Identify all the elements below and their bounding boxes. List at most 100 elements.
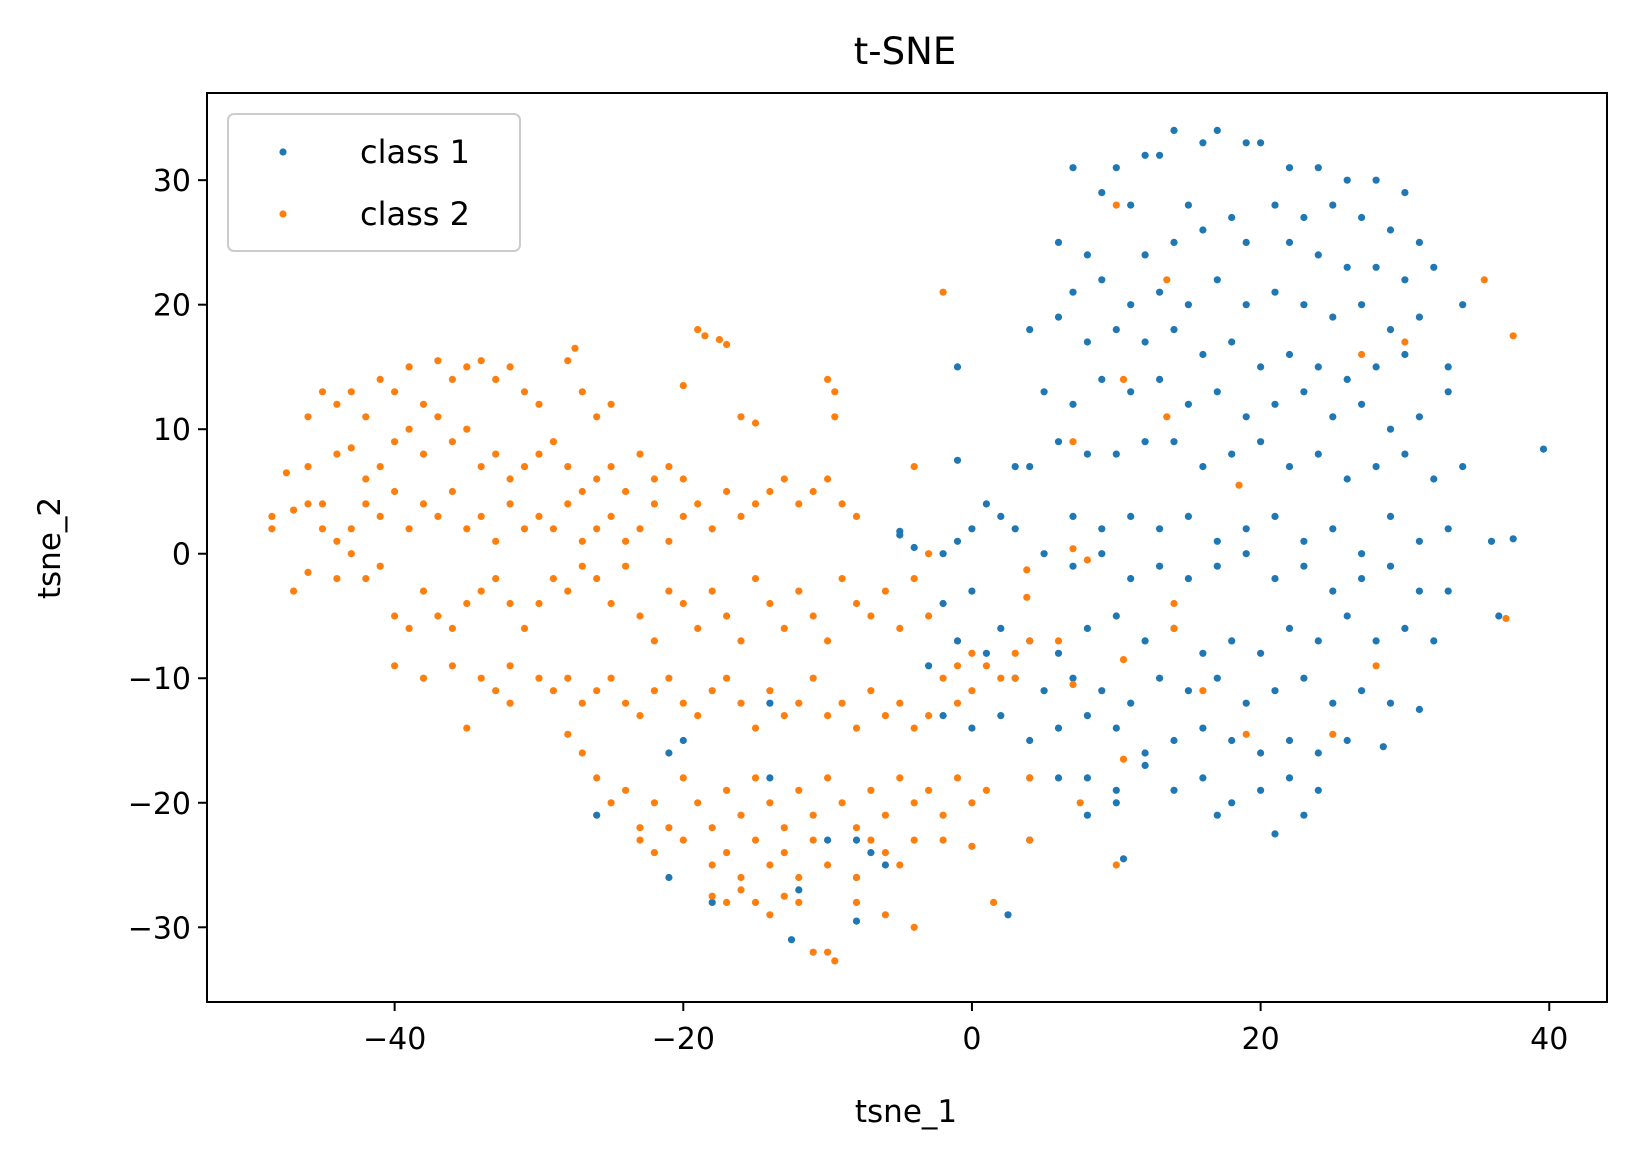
point-class-1-22: [1386, 226, 1395, 234]
point-class-2-106: [506, 599, 514, 608]
point-class-2-210: [679, 836, 687, 844]
point-class-1-84: [1083, 450, 1091, 458]
point-class-1-173: [1358, 687, 1366, 695]
point-class-2-34: [434, 413, 442, 421]
point-class-1-207: [1314, 786, 1322, 794]
point-class-2-265: [1170, 624, 1178, 633]
point-class-2-257: [1026, 836, 1034, 844]
point-class-2-58: [376, 512, 384, 521]
point-class-1-93: [1343, 475, 1351, 483]
point-class-1-118: [1444, 525, 1452, 533]
point-class-2-194: [795, 786, 803, 794]
point-class-2-64: [463, 525, 471, 533]
point-class-1-12: [1372, 176, 1380, 184]
point-class-1-211: [1271, 830, 1279, 838]
point-class-1-179: [1026, 736, 1034, 745]
legend-marker-class-1: [279, 148, 287, 156]
point-class-2-20: [564, 357, 572, 365]
point-class-1-106: [1098, 525, 1106, 533]
point-class-2-254: [925, 550, 933, 558]
point-class-2-193: [780, 824, 788, 832]
point-class-1-187: [1257, 749, 1265, 757]
point-class-2-201: [896, 774, 904, 782]
point-class-1-72: [1213, 388, 1221, 396]
point-class-1-170: [1271, 687, 1279, 695]
point-class-1-62: [1372, 363, 1380, 371]
point-class-2-50: [665, 463, 673, 471]
point-class-2-230: [751, 898, 760, 907]
point-class-2-149: [636, 712, 644, 720]
point-class-2-185: [665, 824, 673, 832]
point-class-2-237: [809, 948, 817, 956]
point-class-2-160: [795, 699, 803, 707]
point-class-1-131: [1242, 550, 1250, 558]
point-class-2-163: [838, 699, 846, 707]
point-class-1-215: [795, 886, 803, 894]
points-layer: [268, 126, 1548, 965]
point-class-2-162: [824, 712, 832, 720]
point-class-1-5: [1199, 139, 1207, 147]
point-class-1-87: [1170, 438, 1178, 446]
point-class-2-81: [708, 525, 716, 533]
y-tick-label: −10: [128, 662, 191, 697]
point-class-1-6: [1213, 126, 1221, 134]
point-class-2-136: [391, 662, 399, 670]
point-class-1-28: [1199, 226, 1207, 234]
point-class-2-43: [564, 463, 572, 471]
point-class-2-177: [506, 699, 514, 707]
point-class-1-212: [1300, 811, 1308, 819]
point-class-2-286: [1119, 656, 1128, 664]
point-class-2-186: [679, 774, 687, 782]
point-class-1-110: [1213, 537, 1221, 545]
point-class-1-77: [1358, 400, 1366, 408]
point-class-2-192: [766, 799, 774, 807]
point-class-2-253: [968, 649, 976, 657]
point-class-1-190: [1343, 736, 1351, 745]
point-class-1-50: [1026, 326, 1034, 334]
point-class-1-166: [1156, 674, 1164, 682]
point-class-2-270: [1023, 566, 1031, 574]
point-class-1-4: [1170, 126, 1178, 134]
point-class-1-17: [1228, 213, 1236, 222]
point-class-1-31: [1314, 251, 1322, 259]
point-class-1-73: [1242, 413, 1250, 421]
point-class-1-202: [1170, 786, 1178, 794]
point-class-2-152: [679, 699, 687, 707]
point-class-2-66: [492, 537, 500, 545]
point-class-2-168: [910, 724, 918, 732]
point-class-2-92: [290, 587, 298, 595]
point-class-2-199: [867, 786, 875, 794]
point-class-2-125: [780, 624, 788, 633]
point-class-1-3: [1156, 151, 1164, 159]
point-class-2-22: [578, 388, 586, 396]
point-class-2-39: [506, 475, 514, 483]
point-class-1-33: [1372, 263, 1380, 271]
point-class-1-107: [1127, 512, 1135, 521]
point-class-1-192: [766, 699, 774, 707]
point-class-1-130: [1213, 562, 1221, 570]
legend-marker-class-2: [279, 210, 287, 218]
point-class-1-102: [1011, 525, 1019, 533]
point-class-2-156: [737, 699, 745, 707]
point-class-2-8: [376, 375, 384, 383]
point-class-1-42: [1242, 301, 1250, 309]
point-class-2-137: [419, 674, 428, 682]
point-class-2-55: [333, 537, 341, 545]
point-class-1-116: [1386, 512, 1395, 521]
point-class-2-227: [708, 892, 716, 900]
point-class-2-209: [650, 849, 659, 857]
point-class-1-162: [1040, 687, 1048, 695]
point-class-2-132: [881, 587, 890, 595]
point-class-1-127: [1127, 575, 1135, 583]
point-class-2-41: [535, 450, 543, 458]
point-class-1-198: [1054, 774, 1063, 782]
point-class-1-145: [1112, 612, 1120, 620]
y-tick-label: −30: [128, 911, 191, 946]
point-class-1-122: [910, 543, 918, 552]
point-class-1-38: [1127, 301, 1135, 309]
point-class-1-199: [1083, 774, 1091, 782]
point-class-2-103: [463, 599, 471, 608]
point-class-1-152: [1314, 637, 1322, 645]
point-class-1-37: [1098, 276, 1106, 284]
point-class-1-85: [1112, 450, 1120, 458]
